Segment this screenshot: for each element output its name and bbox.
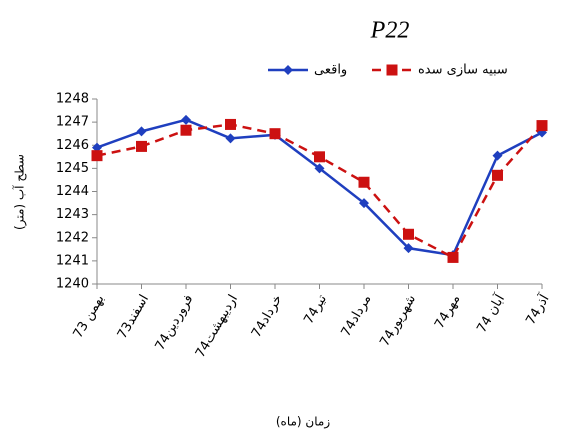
- point: [92, 142, 102, 153]
- y-tick-label: 1246: [56, 138, 89, 153]
- x-tick-label: خرداد74: [249, 292, 285, 340]
- point: [181, 114, 191, 125]
- x-tick-label: اردیبهشت74: [193, 292, 241, 360]
- x-tick-label: آذر74: [522, 290, 554, 328]
- legend-label: واقعی: [314, 63, 347, 78]
- y-tick-label: 1245: [56, 161, 89, 176]
- point: [403, 228, 414, 240]
- point: [359, 198, 369, 209]
- y-tick-label: 1247: [56, 115, 89, 130]
- x-tick-label: اسفند73: [115, 292, 152, 341]
- point: [136, 140, 147, 152]
- series-line: [96, 118, 543, 257]
- x-tick-label: تیر74: [301, 292, 330, 327]
- x-tick-label: مهر74: [432, 292, 463, 331]
- x-axis-title: زمان (ماه): [276, 415, 330, 430]
- point: [536, 120, 548, 132]
- point: [225, 133, 236, 144]
- x-tick-label: فروردین74: [153, 292, 197, 353]
- point: [314, 151, 325, 163]
- x-tick-label: مرداد74: [339, 292, 375, 339]
- y-tick-label: 1244: [56, 184, 89, 199]
- y-tick-label: 1240: [56, 277, 89, 292]
- y-tick-label: 1242: [56, 230, 89, 245]
- point: [314, 163, 325, 174]
- legend-marker: [386, 64, 398, 76]
- point: [492, 169, 503, 181]
- chart-title: P22: [370, 18, 410, 44]
- point: [180, 124, 192, 136]
- point: [447, 251, 459, 263]
- y-tick-label: 1241: [56, 253, 89, 268]
- y-tick-label: 1248: [56, 92, 89, 107]
- point: [403, 243, 414, 254]
- series-line: [96, 123, 543, 260]
- y-axis-title: سطح آب (متر): [12, 154, 28, 230]
- x-tick-label: شهریور74: [377, 292, 419, 349]
- point: [91, 150, 103, 162]
- x-tick-label: آبان 74: [473, 290, 509, 336]
- point: [492, 150, 503, 161]
- y-tick-label: 1243: [56, 207, 89, 222]
- legend-label: سبیه سازی سده: [418, 63, 508, 78]
- legend-marker: [283, 65, 293, 75]
- point: [269, 128, 281, 140]
- point: [136, 126, 147, 137]
- point: [358, 176, 370, 188]
- x-tick-label: بهمن 73: [71, 292, 108, 341]
- point: [225, 118, 236, 130]
